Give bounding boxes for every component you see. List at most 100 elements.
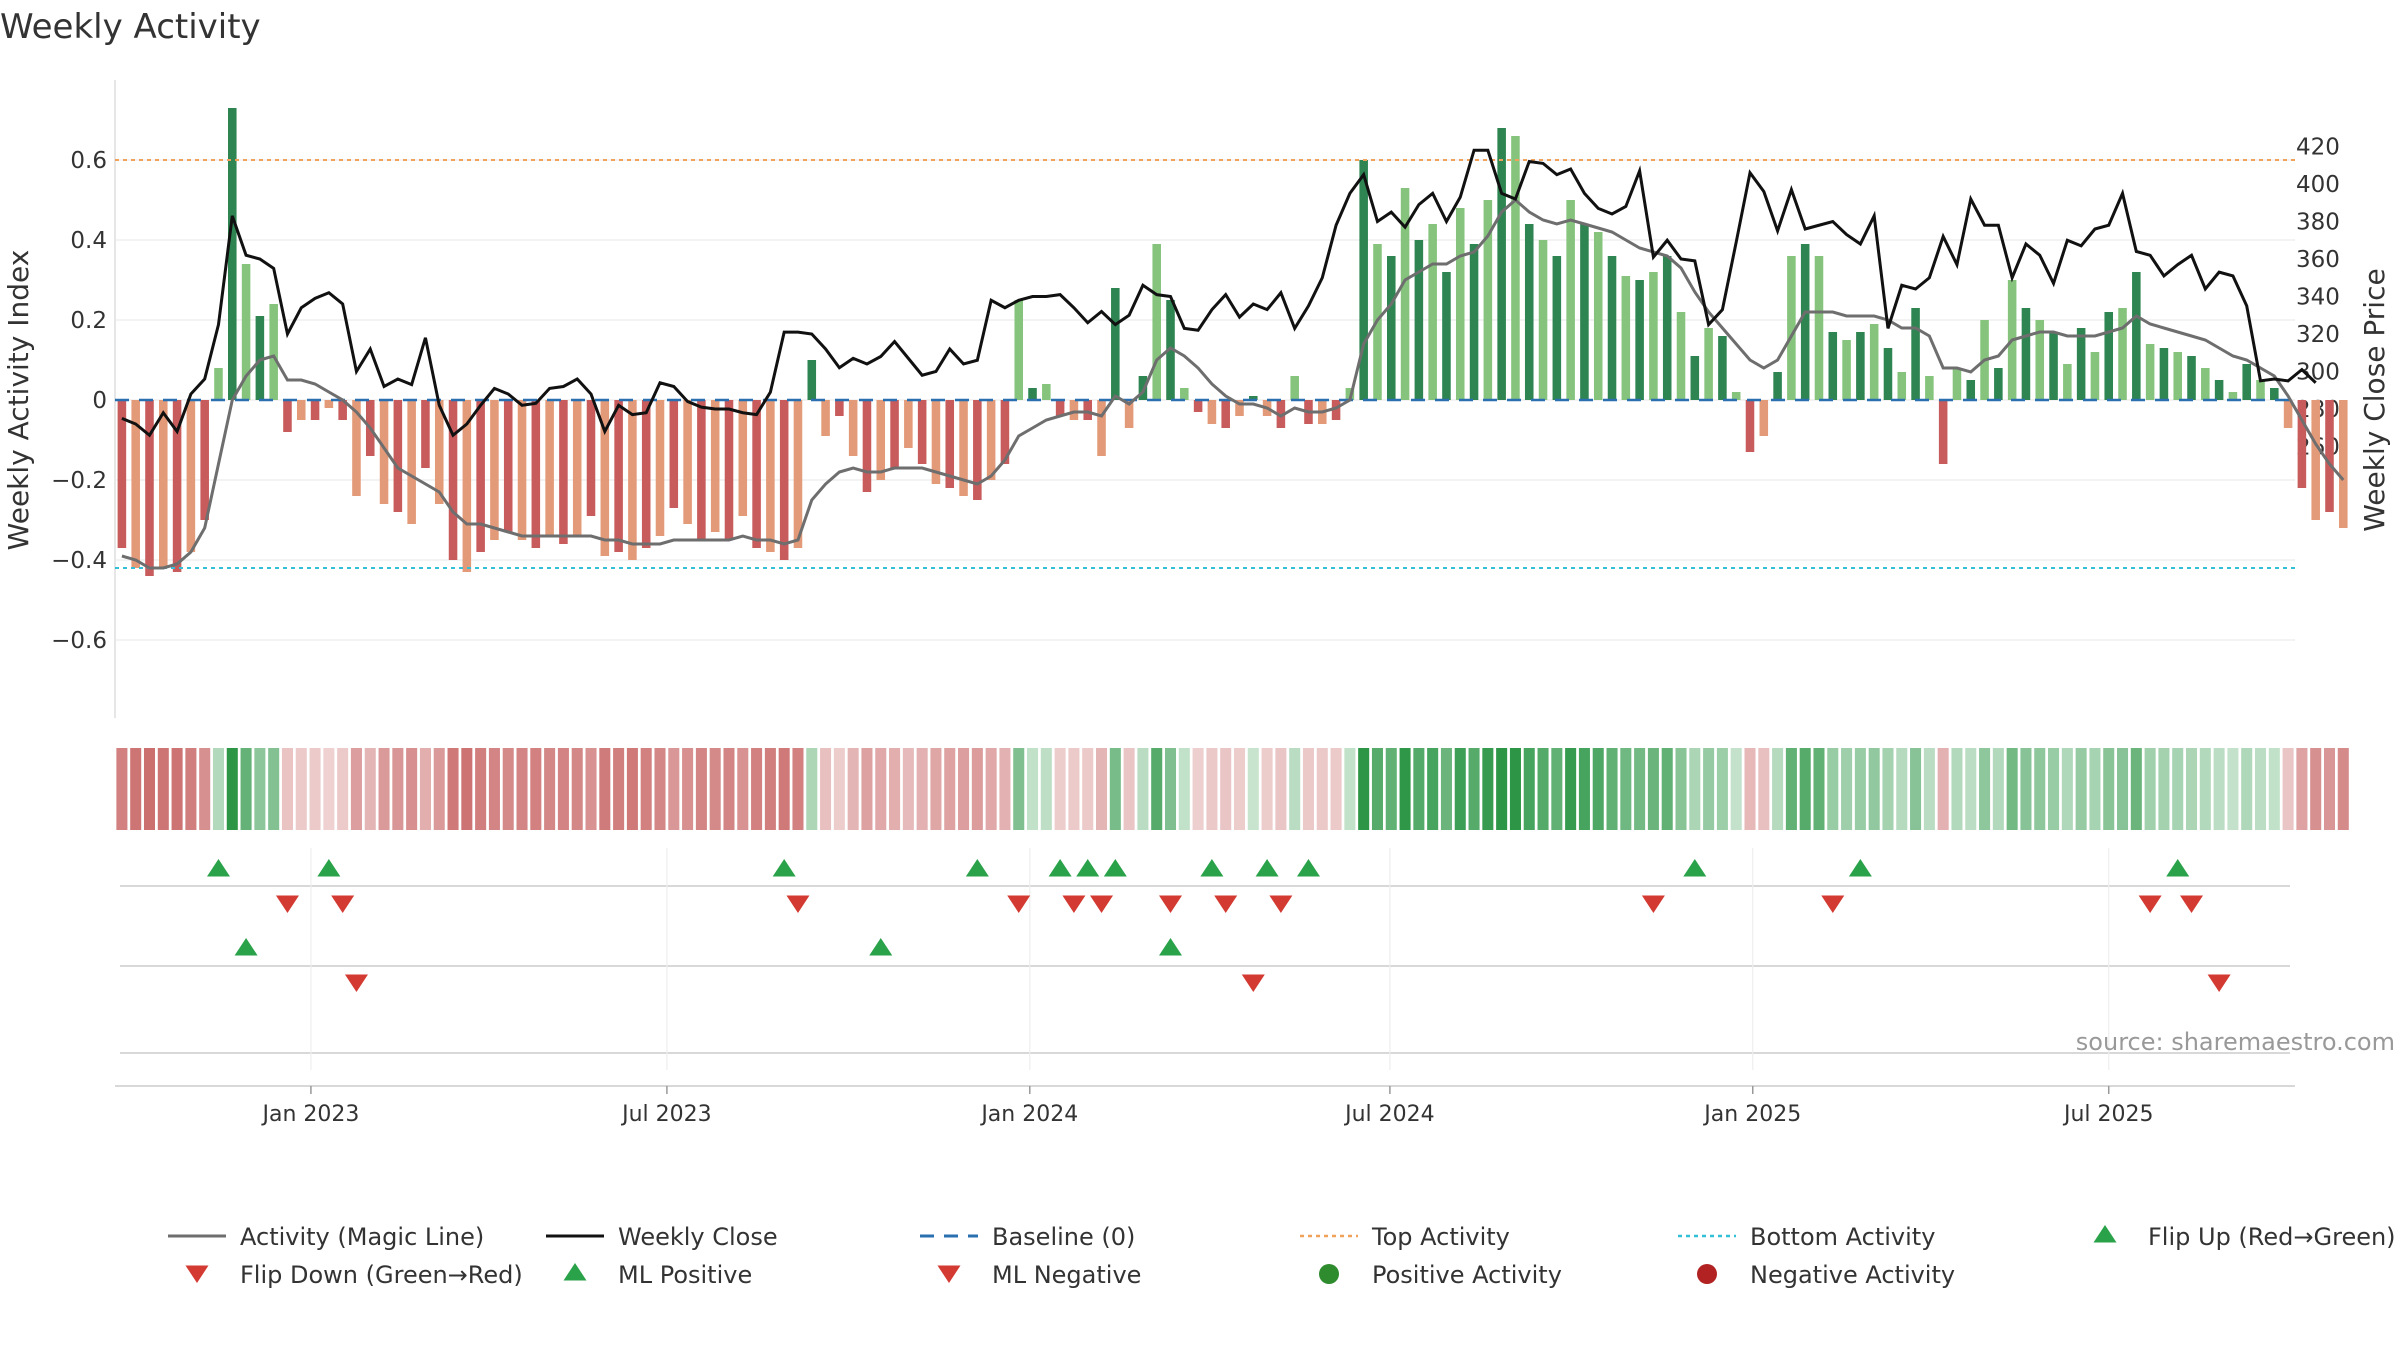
heat-cell xyxy=(640,748,652,830)
activity-bar xyxy=(1469,244,1479,400)
flip-up-marker xyxy=(1296,859,1320,877)
right-tick-label: 380 xyxy=(2296,210,2340,236)
activity-bar xyxy=(600,400,610,556)
activity-bar xyxy=(738,400,748,516)
x-tick-label: Jul 2024 xyxy=(1343,1102,1435,1127)
activity-bar xyxy=(1028,388,1037,400)
heat-cell xyxy=(1413,748,1425,830)
activity-bar xyxy=(2270,388,2279,400)
activity-bar xyxy=(1524,224,1534,400)
heat-cell xyxy=(2075,748,2087,830)
activity-bar xyxy=(752,400,761,548)
heat-cell xyxy=(2241,748,2253,830)
activity-bar xyxy=(2090,352,2100,400)
activity-bar xyxy=(986,400,996,480)
legend-swatch xyxy=(185,1265,209,1283)
source-credit: source: sharemaestro.com xyxy=(2076,1028,2395,1056)
activity-bar xyxy=(117,400,127,548)
activity-bar xyxy=(1166,300,1175,400)
heat-cell xyxy=(116,748,128,830)
activity-bar xyxy=(1787,256,1796,400)
activity-bar xyxy=(2145,344,2155,400)
heat-cell xyxy=(502,748,514,830)
heat-cell xyxy=(1661,748,1673,830)
legend-swatch xyxy=(937,1265,961,1283)
heat-cell xyxy=(1233,748,1246,830)
activity-bar xyxy=(1635,280,1644,400)
heat-cell xyxy=(419,748,431,830)
heat-cell xyxy=(1523,748,1535,830)
flip-up-marker xyxy=(772,859,796,877)
activity-bar xyxy=(1842,340,1851,400)
heat-cell xyxy=(309,748,321,830)
legend: Activity (Magic Line) Weekly Close Baselin… xyxy=(168,1223,2396,1289)
flip-down-marker xyxy=(2138,895,2162,913)
activity-bar xyxy=(1911,308,1920,400)
heat-cell xyxy=(1399,748,1411,830)
heat-cell xyxy=(199,748,211,830)
heat-cell xyxy=(1841,748,1853,830)
magic-line xyxy=(121,198,2345,570)
left-tick-label: −0.4 xyxy=(51,548,107,574)
heat-cell xyxy=(1758,748,1770,830)
activity-bar xyxy=(338,400,347,420)
heat-cell xyxy=(682,748,694,830)
activity-bar xyxy=(2201,368,2210,400)
heat-cell xyxy=(1592,748,1604,830)
heat-cell xyxy=(585,748,597,830)
legend-label: Flip Up (Red→Green) xyxy=(2148,1223,2396,1251)
activity-bar xyxy=(1097,400,1106,456)
heat-cell xyxy=(447,748,459,830)
heat-cell xyxy=(1992,748,2004,830)
heat-cell xyxy=(1634,748,1646,830)
heat-cell xyxy=(2186,748,2198,830)
activity-bar xyxy=(1428,224,1437,400)
heat-cell xyxy=(875,748,887,830)
activity-bar xyxy=(145,400,154,576)
heat-cell xyxy=(833,748,845,830)
heat-cell xyxy=(2048,748,2060,830)
activity-bar xyxy=(1994,368,2003,400)
heat-cell xyxy=(143,748,156,830)
activity-bar xyxy=(1400,188,1410,400)
activity-bar xyxy=(1511,136,1520,400)
activity-bar xyxy=(1055,400,1065,416)
heat-cell xyxy=(406,748,418,830)
activity-bar xyxy=(131,400,140,568)
heat-cell xyxy=(737,748,749,830)
activity-bar xyxy=(973,400,982,500)
flip-down-marker xyxy=(1159,895,1183,913)
activity-bar xyxy=(1042,384,1051,400)
x-tick-label: Jul 2023 xyxy=(620,1102,712,1127)
activity-bar xyxy=(324,400,334,408)
legend-label: Weekly Close xyxy=(618,1223,778,1251)
activity-bar xyxy=(572,400,582,536)
activity-bar xyxy=(1800,244,1810,400)
activity-bar xyxy=(2297,400,2307,488)
heat-cell xyxy=(1054,748,1066,830)
activity-bar xyxy=(1290,376,1299,400)
activity-bar xyxy=(904,400,913,448)
activity-bar xyxy=(2049,332,2058,400)
legend-label: Negative Activity xyxy=(1750,1261,1955,1289)
activity-bar xyxy=(766,400,775,552)
heat-cell xyxy=(1096,748,1108,830)
activity-bar xyxy=(200,400,209,520)
heat-cell xyxy=(2020,748,2032,830)
activity-bar xyxy=(1138,376,1148,400)
activity-bar xyxy=(531,400,541,548)
heat-cell xyxy=(2323,748,2336,830)
activity-bar xyxy=(283,400,292,432)
activity-bar xyxy=(2076,328,2086,400)
activity-bar xyxy=(172,400,182,572)
heat-cell xyxy=(861,748,873,830)
heat-cell xyxy=(1427,748,1439,830)
heat-cell xyxy=(1744,748,1756,830)
heat-cell xyxy=(2006,748,2018,830)
heat-cell xyxy=(1344,748,1356,830)
activity-bar xyxy=(2187,356,2196,400)
activity-bar xyxy=(559,400,568,544)
right-axis-label: Weekly Close Price xyxy=(2358,268,2391,531)
heat-cell xyxy=(2172,748,2184,830)
activity-bar xyxy=(2104,312,2114,400)
